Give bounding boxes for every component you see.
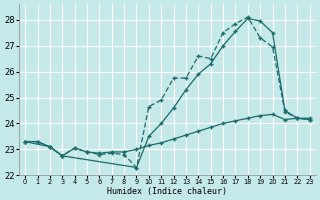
X-axis label: Humidex (Indice chaleur): Humidex (Indice chaleur) [108,187,228,196]
